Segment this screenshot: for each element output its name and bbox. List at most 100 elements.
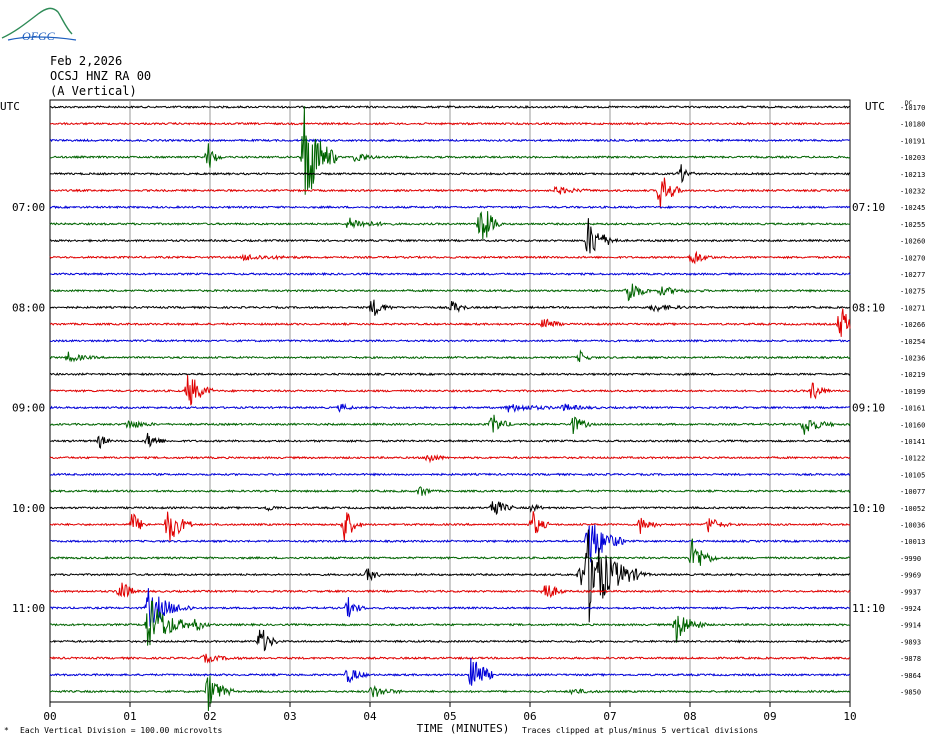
right-time-label: 07:10 [852, 201, 885, 214]
trace-offset-label: -10122 [900, 455, 925, 463]
logo-text: OFGC [22, 29, 56, 43]
right-time-label: 10:10 [852, 502, 885, 515]
trace-offset-label: -10270 [900, 254, 925, 262]
footer-clip-note: Traces clipped at plus/minus 5 vertical … [522, 726, 759, 735]
trace-offset-label: -10203 [900, 154, 925, 162]
trace-line [49, 524, 851, 563]
trace-offset-label: -10213 [900, 171, 925, 179]
ofgc-logo: OFGC [1, 7, 77, 43]
x-axis-label: TIME (MINUTES) [417, 722, 510, 735]
trace-line [49, 283, 851, 302]
trace-line [49, 511, 851, 543]
x-tick-label: 07 [603, 710, 616, 723]
trace-line [49, 121, 851, 126]
left-time-label: 11:00 [12, 602, 45, 615]
trace-offset-label: -9864 [900, 672, 921, 680]
trace-line [49, 218, 851, 254]
trace-offset-label: -10255 [900, 221, 925, 229]
trace-line [49, 653, 850, 664]
trace-offset-label: -10180 [900, 121, 925, 129]
left-axis-label: UTC [0, 100, 20, 113]
trace-group [49, 104, 851, 712]
plot-grid [49, 99, 851, 707]
trace-line [49, 472, 851, 477]
trace-offset-label: -10232 [900, 188, 925, 196]
trace-line [49, 529, 851, 623]
dc-label: DC [905, 100, 913, 107]
left-time-label: 08:00 [12, 301, 45, 314]
trace-line [49, 205, 851, 210]
x-tick-label: 01 [123, 710, 136, 723]
trace-line [49, 657, 851, 686]
trace-line [49, 600, 851, 646]
label-group: 00 01 02 03 04 05 06 07 08 09 10 TIME (MINUTES) UTC U… [0, 100, 925, 735]
trace-offset-label: -10219 [900, 371, 925, 379]
trace-line [49, 629, 851, 652]
trace-offset-label: -10191 [900, 137, 925, 145]
trace-offset-label: -10260 [900, 238, 925, 246]
right-time-label: 09:10 [852, 402, 885, 415]
trace-line [49, 177, 851, 209]
trace-line [49, 349, 851, 363]
trace-line [49, 374, 851, 406]
trace-line [49, 588, 851, 627]
trace-offset-label: -10105 [900, 471, 925, 479]
x-tick-label: 10 [843, 710, 856, 723]
footer-marker: * [4, 726, 9, 735]
trace-offset-label: -10245 [900, 204, 925, 212]
trace-offset-label: -9924 [900, 605, 921, 613]
header-date: Feb 2,2026 [50, 54, 123, 68]
trace-line [49, 308, 851, 337]
trace-offset-label: -10036 [900, 522, 925, 530]
trace-offset-label: -10277 [900, 271, 925, 279]
trace-line [49, 403, 851, 413]
trace-line [49, 104, 851, 109]
left-time-label: 07:00 [12, 201, 45, 214]
trace-line [49, 414, 851, 435]
footer-division: Each Vertical Division = 100.00 microvol… [20, 726, 223, 735]
x-tick-label: 06 [523, 710, 536, 723]
trace-offset-label: -10275 [900, 288, 925, 296]
trace-line [49, 211, 851, 240]
trace-line [50, 432, 851, 449]
trace-line [49, 538, 851, 566]
trace-offset-label: -10271 [900, 304, 925, 312]
header-station: OCSJ HNZ RA 00 [50, 69, 152, 83]
trace-offset-label: -9850 [900, 689, 921, 697]
trace-line [49, 582, 851, 599]
x-tick-label: 02 [203, 710, 216, 723]
left-time-label: 10:00 [12, 502, 45, 515]
trace-line [49, 250, 851, 265]
trace-line [49, 164, 851, 184]
trace-offset-label: -9893 [900, 638, 921, 646]
trace-line [49, 299, 851, 316]
trace-offset-label: -9969 [900, 572, 921, 580]
x-tick-label: 08 [683, 710, 696, 723]
trace-line [49, 271, 851, 277]
trace-offset-label: -10141 [900, 438, 925, 446]
trace-line [49, 372, 851, 377]
x-tick-label: 00 [43, 710, 56, 723]
x-tick-label: 09 [763, 710, 776, 723]
trace-line [49, 453, 851, 464]
trace-offset-label: -9878 [900, 655, 921, 663]
trace-offset-label: -10160 [900, 421, 925, 429]
trace-line [49, 106, 851, 195]
header-component: (A Vertical) [50, 84, 137, 98]
left-time-label: 09:00 [12, 402, 45, 415]
trace-line [49, 675, 851, 712]
trace-offset-label: -10077 [900, 488, 925, 496]
trace-offset-label: -9937 [900, 588, 921, 596]
right-time-label: 11:10 [852, 602, 885, 615]
trace-line [49, 501, 851, 516]
trace-offset-label: -10254 [900, 338, 925, 346]
trace-offset-label: -10170 [900, 104, 925, 112]
x-tick-label: 05 [443, 710, 456, 723]
trace-offset-label: -9990 [900, 555, 921, 563]
trace-line [49, 338, 851, 343]
x-tick-label: 04 [363, 710, 377, 723]
trace-offset-label: -10013 [900, 538, 925, 546]
trace-offset-label: -10266 [900, 321, 925, 329]
trace-offset-label: -10199 [900, 388, 925, 396]
